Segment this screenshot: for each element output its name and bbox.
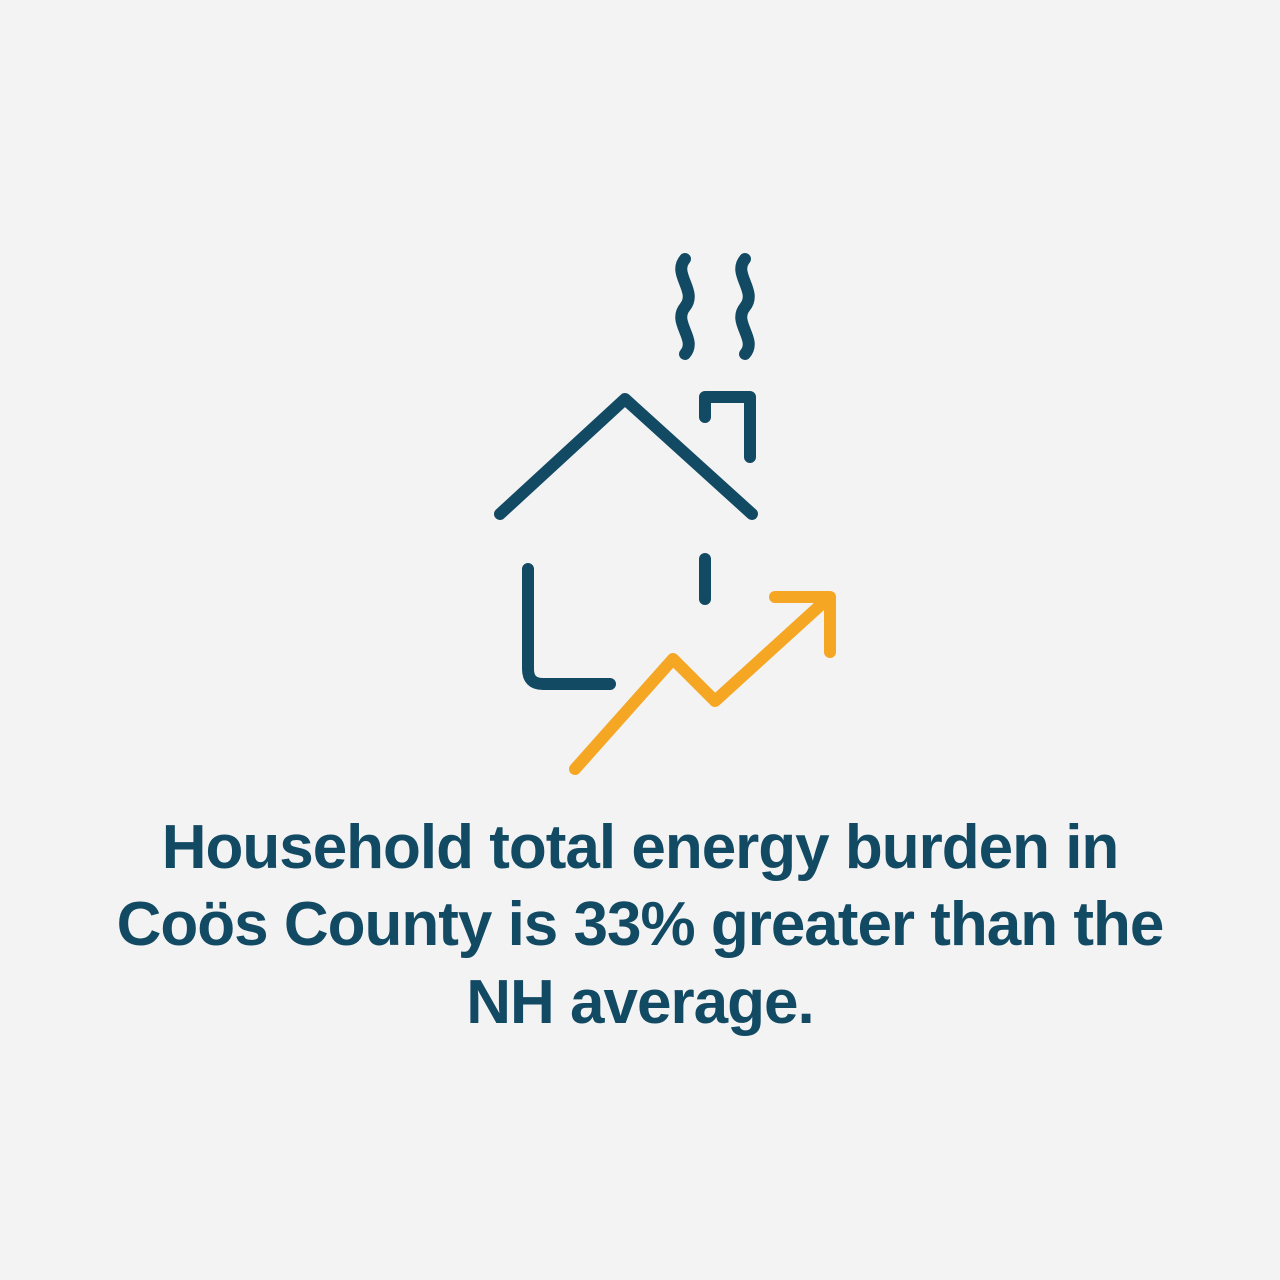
house-energy-increase-icon — [410, 239, 870, 779]
headline-text: Household total energy burden in Coös Co… — [115, 809, 1165, 1042]
